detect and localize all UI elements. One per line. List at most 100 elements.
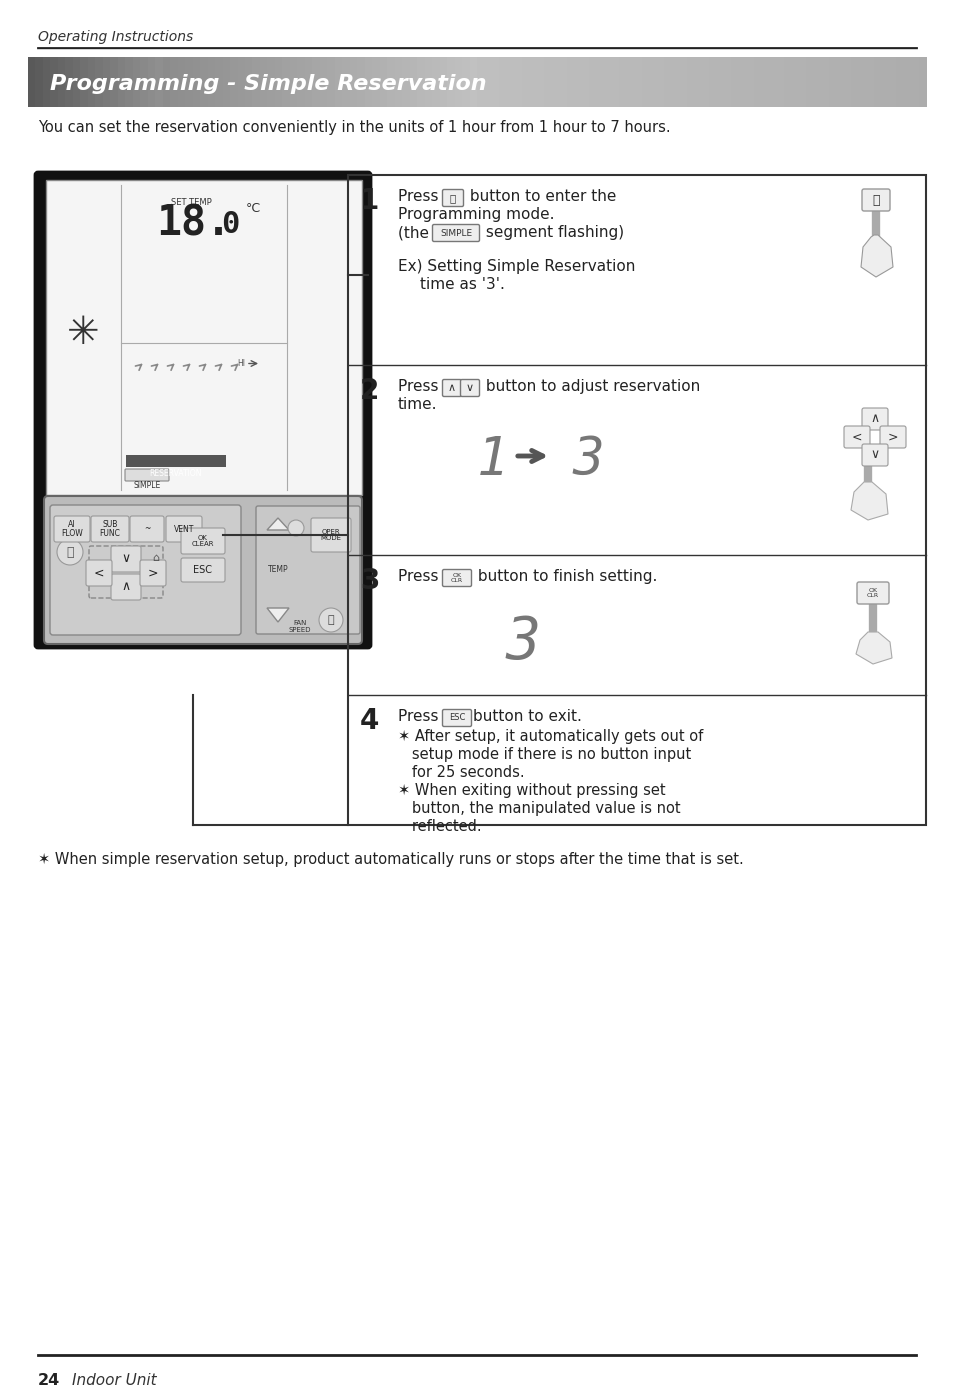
Text: segment flashing): segment flashing) xyxy=(480,225,623,239)
Bar xyxy=(783,57,792,106)
Bar xyxy=(43,57,51,106)
Text: ⏻: ⏻ xyxy=(871,193,879,206)
Bar xyxy=(805,57,814,106)
Bar xyxy=(828,57,837,106)
Bar xyxy=(895,57,903,106)
Circle shape xyxy=(288,519,304,536)
FancyBboxPatch shape xyxy=(879,426,905,448)
Bar xyxy=(297,57,306,106)
Text: SUB
FUNC: SUB FUNC xyxy=(99,519,120,539)
Bar xyxy=(387,57,395,106)
Text: 4: 4 xyxy=(359,707,379,735)
Text: for 25 seconds.: for 25 seconds. xyxy=(397,764,524,780)
Bar xyxy=(237,57,246,106)
Bar xyxy=(177,57,186,106)
Bar xyxy=(790,57,799,106)
Text: ⏻: ⏻ xyxy=(327,615,334,624)
Bar xyxy=(865,57,874,106)
Bar xyxy=(51,57,59,106)
Polygon shape xyxy=(267,608,289,622)
FancyBboxPatch shape xyxy=(442,189,463,206)
Text: ESC: ESC xyxy=(448,714,465,722)
Text: Operating Instructions: Operating Instructions xyxy=(38,29,193,43)
Text: ⌂: ⌂ xyxy=(152,553,159,563)
Bar xyxy=(918,57,926,106)
Bar xyxy=(372,57,380,106)
Bar xyxy=(581,57,590,106)
FancyBboxPatch shape xyxy=(111,546,141,573)
FancyBboxPatch shape xyxy=(130,517,164,542)
Bar xyxy=(611,57,619,106)
Bar xyxy=(148,57,156,106)
Bar xyxy=(439,57,448,106)
Bar xyxy=(842,57,851,106)
Text: 3: 3 xyxy=(572,434,603,486)
Bar xyxy=(551,57,559,106)
Text: ∧: ∧ xyxy=(448,384,456,393)
Text: 18.: 18. xyxy=(156,202,231,244)
Text: (the: (the xyxy=(397,225,434,239)
FancyBboxPatch shape xyxy=(856,582,888,603)
Bar xyxy=(253,57,261,106)
Bar xyxy=(768,57,777,106)
Bar xyxy=(185,57,193,106)
Bar xyxy=(305,57,313,106)
Text: Press: Press xyxy=(397,379,443,393)
Polygon shape xyxy=(861,235,892,277)
Text: >: > xyxy=(148,567,158,580)
Bar xyxy=(424,57,433,106)
Text: button to finish setting.: button to finish setting. xyxy=(473,568,657,584)
Text: AI
FLOW: AI FLOW xyxy=(61,519,83,539)
FancyBboxPatch shape xyxy=(862,407,887,430)
Bar xyxy=(267,57,275,106)
Text: ⏲: ⏲ xyxy=(66,546,73,559)
Bar xyxy=(260,57,268,106)
Bar xyxy=(476,57,485,106)
FancyBboxPatch shape xyxy=(166,517,202,542)
FancyBboxPatch shape xyxy=(843,426,869,448)
Text: 1: 1 xyxy=(476,434,508,486)
Bar xyxy=(836,57,843,106)
FancyBboxPatch shape xyxy=(86,560,112,587)
Bar xyxy=(708,57,717,106)
Bar xyxy=(521,57,530,106)
Bar xyxy=(618,57,627,106)
Text: 1: 1 xyxy=(359,188,379,216)
Text: >: > xyxy=(887,431,898,444)
Bar xyxy=(46,181,361,496)
Bar xyxy=(125,57,133,106)
FancyBboxPatch shape xyxy=(442,379,461,396)
Bar xyxy=(558,57,567,106)
Bar xyxy=(656,57,664,106)
Text: ∧: ∧ xyxy=(869,413,879,426)
FancyBboxPatch shape xyxy=(91,517,129,542)
Bar xyxy=(350,57,358,106)
Bar xyxy=(80,57,89,106)
Bar xyxy=(95,57,104,106)
Bar xyxy=(597,57,604,106)
Text: FAN
SPEED: FAN SPEED xyxy=(289,620,311,633)
FancyBboxPatch shape xyxy=(255,505,359,634)
Text: OK
CLR: OK CLR xyxy=(451,573,462,582)
Bar xyxy=(103,57,112,106)
Text: 3: 3 xyxy=(359,567,379,595)
Bar xyxy=(117,57,126,106)
Bar xyxy=(58,57,67,106)
Text: time as '3'.: time as '3'. xyxy=(419,277,504,293)
Bar xyxy=(416,57,425,106)
Polygon shape xyxy=(855,631,891,664)
Text: setup mode if there is no button input: setup mode if there is no button input xyxy=(397,748,691,762)
Bar xyxy=(35,57,44,106)
Bar xyxy=(282,57,291,106)
Text: Ex) Setting Simple Reservation: Ex) Setting Simple Reservation xyxy=(397,259,635,274)
Text: ⏻: ⏻ xyxy=(450,193,456,203)
Bar xyxy=(155,57,164,106)
FancyBboxPatch shape xyxy=(442,710,471,727)
Text: ✶ After setup, it automatically gets out of: ✶ After setup, it automatically gets out… xyxy=(397,729,702,743)
FancyBboxPatch shape xyxy=(35,172,371,648)
Text: ∧: ∧ xyxy=(121,581,131,594)
FancyBboxPatch shape xyxy=(181,559,225,582)
Circle shape xyxy=(318,608,343,631)
Bar xyxy=(319,57,328,106)
Bar xyxy=(723,57,732,106)
